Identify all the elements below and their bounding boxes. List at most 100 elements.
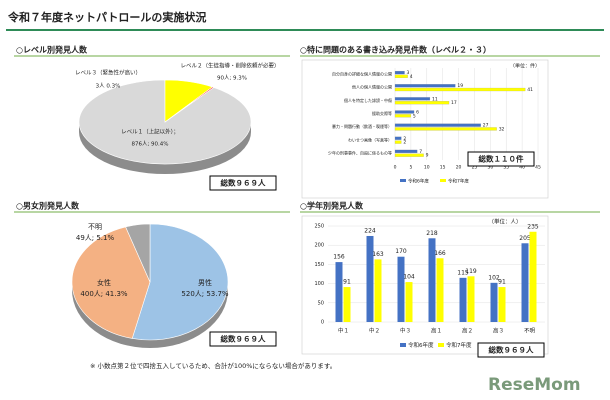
bar	[405, 282, 413, 322]
value-label: 32	[499, 126, 505, 132]
value-label: 170	[395, 248, 407, 255]
slice-label: レベル１（上記以外）；	[121, 128, 179, 136]
slice-label: レベル２（生徒指導・削除依頼が必要）	[180, 62, 279, 70]
x-tick-label: 5	[409, 165, 412, 171]
bar	[394, 70, 405, 75]
footnote: ※ 小数点第２位で四捨五入しているため、合計が100%にならない場合があります。	[90, 361, 336, 370]
x-tick-label: 35	[503, 165, 509, 171]
value-label: 218	[426, 230, 438, 237]
bar	[394, 136, 402, 140]
bar	[490, 282, 498, 322]
y-tick-label: 200	[314, 243, 324, 249]
bar	[459, 277, 467, 322]
y-tick-label: 自分自身の詳細な個人情報の公開	[332, 71, 392, 77]
x-tick-label: 不明	[524, 328, 536, 335]
legend-swatch	[400, 343, 406, 347]
value-label: 156	[333, 254, 345, 261]
legend-label: 令和7年度	[446, 341, 472, 349]
value-label: 5	[413, 113, 416, 119]
bar	[394, 140, 402, 144]
chart-frame	[301, 59, 549, 199]
bar	[428, 238, 436, 322]
total-box	[209, 331, 277, 347]
y-tick-label: 少年の刑事事件、自殺に係るもの等	[328, 149, 392, 155]
x-tick-label: 中１	[338, 327, 349, 335]
slice-value-label: 876人; 90.4%	[131, 141, 168, 148]
value-label: 6	[416, 110, 419, 116]
y-tick-label: 暴力・問題行動（飲酒・喫煙等）	[332, 123, 392, 129]
slice-value-label: 90人; 9.3%	[217, 75, 247, 82]
y-tick-label: 250	[314, 224, 324, 230]
y-tick-label: わいせつ画像（写真等）	[348, 136, 392, 142]
bar	[436, 258, 444, 322]
value-label: 41	[527, 87, 533, 93]
x-tick-label: 高３	[493, 327, 504, 335]
y-tick-label: 0	[321, 320, 324, 326]
slice-label: 男性	[198, 278, 212, 287]
bar	[397, 256, 405, 322]
value-label: 91	[498, 279, 506, 286]
bar	[394, 101, 450, 105]
page-title: 令和７年度ネットパトロールの実施状況	[7, 10, 206, 24]
panel-title: ○学年別発見人数	[300, 201, 364, 211]
bar	[394, 110, 415, 114]
x-tick-label: 中２	[369, 327, 380, 335]
pie-slice	[125, 223, 151, 283]
bar	[394, 114, 411, 118]
bar	[394, 97, 431, 101]
logo: ReseMom	[488, 375, 581, 395]
bar	[498, 287, 506, 322]
bar	[521, 243, 529, 322]
value-label: 102	[488, 274, 500, 281]
value-label: 19	[457, 83, 463, 89]
total-label: 総数９６９人	[489, 345, 534, 355]
x-tick-label: 10	[424, 165, 430, 171]
x-tick-label: 中３	[400, 327, 411, 335]
bar	[394, 123, 481, 127]
legend-label: 令和7年度	[448, 178, 469, 185]
legend-swatch	[440, 179, 446, 182]
value-label: 4	[410, 74, 413, 80]
legend-label: 令和6年度	[408, 178, 429, 185]
value-label: 9	[426, 153, 429, 159]
value-label: 3	[407, 70, 410, 76]
value-label: 7	[419, 149, 422, 155]
value-label: 2	[403, 140, 406, 146]
value-label: 119	[465, 268, 477, 275]
value-label: 91	[343, 279, 351, 286]
slice-label: 不明	[88, 223, 102, 231]
slice-label: レベル３（緊急性が高い）	[75, 69, 141, 77]
bar	[394, 153, 424, 157]
slice-value-label: 400人; 41.3%	[80, 290, 128, 298]
bar	[394, 74, 408, 78]
value-label: 235	[527, 223, 539, 230]
x-tick-label: 0	[394, 165, 397, 171]
bar	[394, 127, 497, 131]
y-tick-label: 個人を特定した誹謗・中傷	[344, 97, 392, 103]
bar	[394, 149, 418, 154]
y-tick-label: 援助交際等	[372, 110, 392, 116]
slice-value-label: 3人 0.3%	[96, 83, 121, 90]
x-tick-label: 15	[440, 165, 446, 171]
value-label: 2	[403, 136, 406, 142]
y-tick-label: 150	[314, 262, 324, 268]
total-box	[209, 175, 277, 191]
y-tick-label: 50	[318, 300, 324, 306]
total-label: 総数９６９人	[221, 334, 266, 344]
x-tick-label: 45	[535, 165, 541, 171]
total-box	[477, 342, 545, 358]
total-box	[467, 151, 535, 167]
pie-slice	[164, 86, 215, 123]
value-label: 27	[483, 123, 489, 129]
value-label: 166	[434, 250, 446, 257]
x-tick-label: 40	[519, 165, 525, 171]
panel-title: ○レベル別発見人数	[16, 45, 88, 55]
x-tick-label: 25	[472, 165, 478, 171]
slice-label: 女性	[97, 278, 111, 287]
unit-label: （単位：人）	[488, 218, 521, 226]
slice-value-label: 49人; 5.1%	[76, 234, 115, 242]
x-tick-label: 30	[487, 165, 493, 171]
value-label: 104	[403, 274, 415, 281]
pie-slice	[131, 223, 229, 341]
